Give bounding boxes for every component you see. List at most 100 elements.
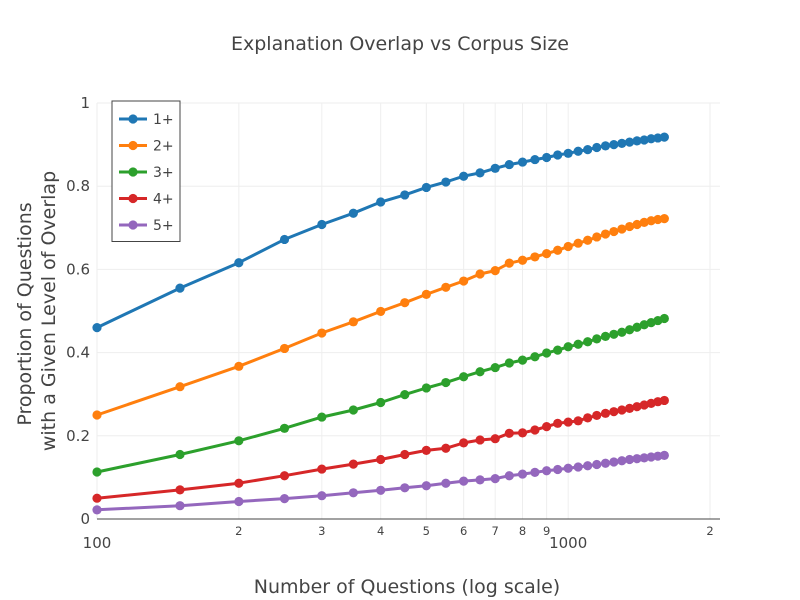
data-point bbox=[376, 454, 386, 465]
series-1 bbox=[92, 132, 669, 333]
x-minor-tick-label: 7 bbox=[492, 524, 499, 538]
data-point bbox=[517, 255, 528, 265]
data-point bbox=[659, 313, 669, 324]
data-point bbox=[632, 322, 642, 332]
data-point bbox=[441, 478, 451, 488]
legend-item[interactable]: 2+ bbox=[119, 139, 174, 155]
data-point bbox=[504, 471, 514, 481]
legend-item[interactable]: 5+ bbox=[119, 218, 174, 234]
data-point bbox=[175, 382, 185, 392]
data-point bbox=[592, 410, 602, 421]
legend-item[interactable]: 1+ bbox=[119, 112, 174, 128]
data-point bbox=[348, 405, 358, 415]
data-point bbox=[517, 469, 528, 479]
data-point bbox=[234, 361, 244, 371]
data-point bbox=[234, 478, 244, 488]
data-point bbox=[441, 377, 451, 388]
data-point bbox=[530, 154, 540, 165]
data-point bbox=[542, 348, 552, 358]
series-group bbox=[92, 132, 669, 515]
data-point bbox=[583, 413, 593, 423]
data-point bbox=[317, 491, 327, 501]
data-point bbox=[609, 329, 619, 339]
legend-item[interactable]: 4+ bbox=[119, 192, 174, 208]
data-point bbox=[504, 258, 514, 268]
data-point bbox=[504, 159, 514, 170]
data-point bbox=[279, 343, 290, 354]
x-tick-label: 100 bbox=[83, 534, 112, 552]
data-point bbox=[475, 475, 485, 485]
data-point bbox=[573, 416, 583, 426]
data-point bbox=[517, 428, 528, 438]
data-point bbox=[421, 445, 431, 455]
data-point bbox=[600, 458, 611, 468]
data-point bbox=[542, 466, 552, 476]
y-tick-label: 1 bbox=[80, 94, 90, 112]
data-point bbox=[632, 402, 642, 412]
data-point bbox=[475, 269, 485, 279]
data-point bbox=[376, 197, 386, 207]
data-point bbox=[279, 234, 290, 245]
data-point bbox=[617, 224, 627, 234]
data-point bbox=[279, 494, 290, 504]
data-point bbox=[348, 208, 358, 218]
data-point bbox=[279, 423, 290, 433]
data-point bbox=[234, 258, 244, 268]
data-point bbox=[592, 459, 602, 470]
y-axis-title-line2: with a Given Level of Overlap bbox=[38, 171, 60, 451]
series-3 bbox=[92, 313, 669, 477]
data-point bbox=[659, 395, 669, 406]
chart-title: Explanation Overlap vs Corpus Size bbox=[231, 33, 569, 55]
data-point bbox=[639, 400, 649, 410]
data-point bbox=[459, 438, 469, 448]
data-point bbox=[459, 276, 469, 286]
data-point bbox=[530, 425, 540, 435]
data-point bbox=[609, 407, 619, 417]
data-point bbox=[592, 334, 602, 344]
x-minor-tick-label: 8 bbox=[519, 524, 526, 538]
data-point bbox=[659, 450, 669, 460]
legend[interactable]: 1+ 2+ 3+ 4+ 5+ bbox=[111, 100, 181, 242]
legend-item[interactable]: 3+ bbox=[119, 165, 174, 181]
data-point bbox=[317, 219, 327, 230]
data-point bbox=[441, 177, 451, 187]
data-point bbox=[400, 190, 410, 200]
series-2 bbox=[92, 214, 669, 420]
data-point bbox=[573, 339, 583, 349]
legend-label: 2+ bbox=[153, 139, 174, 155]
data-point bbox=[279, 471, 290, 481]
data-point bbox=[459, 372, 469, 382]
legend-label: 3+ bbox=[153, 165, 174, 181]
data-point bbox=[376, 306, 386, 317]
data-point bbox=[563, 463, 573, 473]
data-point bbox=[92, 505, 102, 515]
data-point bbox=[563, 241, 573, 252]
data-point bbox=[475, 168, 485, 178]
x-tick-label: 1000 bbox=[549, 534, 587, 552]
data-point bbox=[609, 226, 619, 237]
data-point bbox=[175, 283, 185, 293]
data-point bbox=[639, 453, 649, 463]
data-point bbox=[441, 443, 451, 453]
data-point bbox=[421, 383, 431, 393]
data-point bbox=[400, 390, 410, 400]
data-point bbox=[573, 238, 583, 248]
data-point bbox=[92, 493, 102, 503]
data-point bbox=[617, 456, 627, 466]
data-point bbox=[583, 461, 593, 471]
data-point bbox=[659, 214, 669, 224]
axes: 0 0.2 0.4 0.6 0.8 1 100 1000 2 3 4 5 6 7 8 9 2 bbox=[66, 94, 720, 552]
data-point bbox=[553, 464, 563, 475]
data-point bbox=[592, 142, 602, 153]
data-point bbox=[563, 417, 573, 427]
data-point bbox=[600, 141, 611, 151]
data-point bbox=[441, 282, 451, 292]
data-point bbox=[583, 337, 593, 347]
legend-swatch-marker bbox=[128, 114, 138, 124]
data-point bbox=[583, 235, 593, 245]
data-point bbox=[92, 323, 102, 333]
series-5 bbox=[92, 450, 669, 515]
data-point bbox=[475, 435, 485, 445]
data-point bbox=[600, 229, 611, 239]
